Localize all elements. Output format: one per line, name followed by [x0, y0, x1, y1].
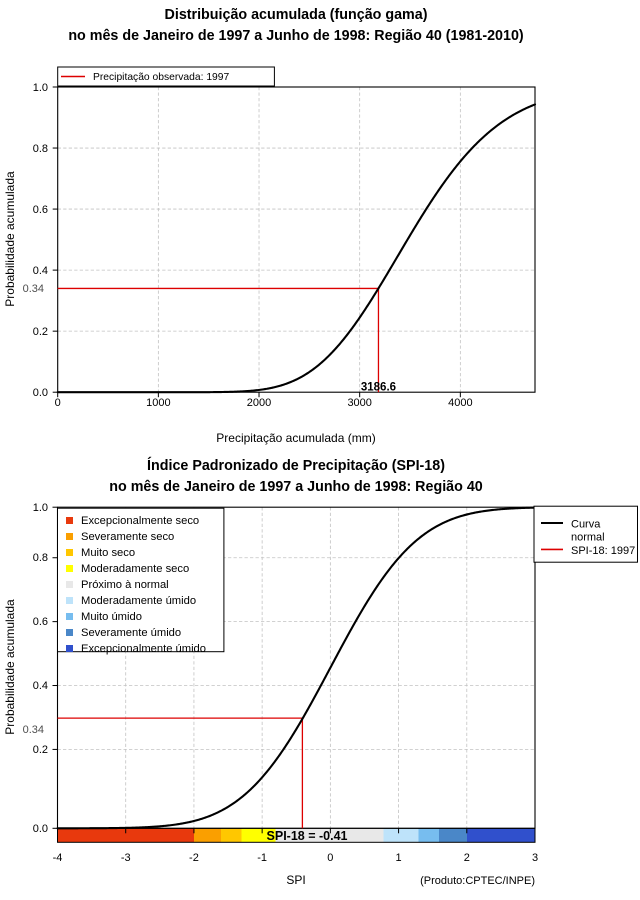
svg-text:Muito úmido: Muito úmido [81, 611, 142, 623]
svg-text:Precipitação acumulada (mm): Precipitação acumulada (mm) [216, 431, 375, 445]
svg-text:0.8: 0.8 [33, 552, 48, 564]
svg-text:1.0: 1.0 [33, 82, 48, 94]
svg-text:SPI: SPI [286, 873, 305, 887]
svg-text:3000: 3000 [347, 397, 371, 409]
svg-text:2: 2 [464, 852, 470, 864]
svg-text:Excepcionalmente seco: Excepcionalmente seco [81, 515, 199, 527]
svg-text:0.4: 0.4 [33, 265, 48, 277]
svg-text:Excepcionalmente úmido: Excepcionalmente úmido [81, 643, 206, 655]
svg-text:Distribuição acumulada (função: Distribuição acumulada (função gama) [165, 7, 428, 23]
svg-text:0.0: 0.0 [33, 823, 48, 835]
svg-text:0: 0 [327, 852, 333, 864]
svg-text:0.6: 0.6 [33, 204, 48, 216]
svg-text:0.34: 0.34 [23, 283, 44, 295]
svg-text:2000: 2000 [247, 397, 271, 409]
svg-text:normal: normal [571, 532, 605, 544]
svg-text:(Produto:CPTEC/INPE): (Produto:CPTEC/INPE) [420, 875, 535, 887]
svg-text:1000: 1000 [146, 397, 170, 409]
svg-text:3186.6: 3186.6 [361, 382, 396, 394]
svg-text:0: 0 [55, 397, 61, 409]
svg-text:Curva: Curva [571, 519, 601, 531]
svg-text:-4: -4 [53, 852, 63, 864]
svg-text:SPI-18: 1997: SPI-18: 1997 [571, 545, 635, 557]
svg-text:0.34: 0.34 [23, 724, 44, 736]
svg-text:4000: 4000 [448, 397, 472, 409]
svg-text:SPI-18 = -0.41: SPI-18 = -0.41 [267, 829, 348, 843]
svg-text:Próximo à normal: Próximo à normal [81, 579, 169, 591]
svg-text:Moderadamente úmido: Moderadamente úmido [81, 595, 196, 607]
svg-text:0.2: 0.2 [33, 326, 48, 338]
svg-text:Muito seco: Muito seco [81, 547, 135, 559]
svg-text:Probabilidade acumulada: Probabilidade acumulada [3, 599, 17, 735]
svg-text:0.2: 0.2 [33, 744, 48, 756]
svg-text:-1: -1 [257, 852, 267, 864]
svg-text:1.0: 1.0 [33, 502, 48, 514]
svg-text:Probabilidade acumulada: Probabilidade acumulada [3, 171, 17, 307]
svg-text:Índice Padronizado de Precipit: Índice Padronizado de Precipitação (SPI-… [147, 457, 445, 474]
svg-text:no mês de Janeiro de 1997 a Ju: no mês de Janeiro de 1997 a Junho de 199… [68, 28, 524, 44]
svg-text:-3: -3 [121, 852, 131, 864]
svg-text:0.4: 0.4 [33, 680, 48, 692]
svg-text:Severamente seco: Severamente seco [81, 531, 174, 543]
svg-text:Severamente úmido: Severamente úmido [81, 627, 181, 639]
svg-text:1: 1 [396, 852, 402, 864]
svg-text:-2: -2 [189, 852, 199, 864]
svg-text:no mês de Janeiro de 1997 a Ju: no mês de Janeiro de 1997 a Junho de 199… [109, 479, 483, 495]
svg-text:3: 3 [532, 852, 538, 864]
svg-text:Precipitação observada: 1997: Precipitação observada: 1997 [93, 72, 230, 83]
svg-text:0.6: 0.6 [33, 616, 48, 628]
svg-text:0.0: 0.0 [33, 387, 48, 399]
svg-text:0.8: 0.8 [33, 143, 48, 155]
svg-text:Moderadamente seco: Moderadamente seco [81, 563, 189, 575]
